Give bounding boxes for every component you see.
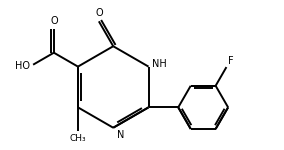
Text: NH: NH	[152, 59, 167, 69]
Text: O: O	[50, 16, 58, 26]
Text: CH₃: CH₃	[70, 134, 86, 143]
Text: N: N	[117, 130, 124, 140]
Text: O: O	[95, 8, 103, 18]
Text: F: F	[228, 56, 234, 66]
Text: HO: HO	[15, 61, 30, 71]
